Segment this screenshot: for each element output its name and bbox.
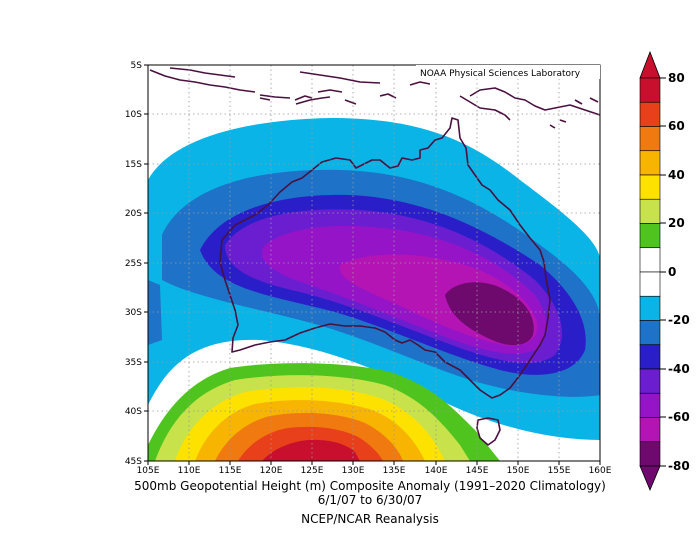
indonesia-islands <box>149 67 431 105</box>
colorbar: 80 60 40 20 0 -20 -40 -60 -80 <box>639 50 690 492</box>
colorbar-tick: -40 <box>668 362 690 376</box>
lon-label: 160E <box>589 466 612 476</box>
contour-neg20b <box>148 280 162 345</box>
colorbar-segment <box>639 77 661 103</box>
colorbar-segment <box>639 392 661 418</box>
lon-label: 105E <box>137 466 160 476</box>
colorbar-segment <box>639 198 661 224</box>
lon-label: 155E <box>548 466 571 476</box>
colorbar-segment <box>639 126 661 152</box>
colorbar-segment <box>639 344 661 370</box>
lat-label: 45S <box>125 457 142 467</box>
colorbar-tick: -60 <box>668 410 690 424</box>
colorbar-segment <box>639 174 661 200</box>
solomon-islands <box>549 97 599 129</box>
colorbar-tick: 80 <box>668 71 685 85</box>
caption-line-2: 6/1/07 to 6/30/07 <box>317 493 423 507</box>
timor-coastline <box>259 96 331 105</box>
lon-label: 130E <box>342 466 365 476</box>
caption-line-3: NCEP/NCAR Reanalysis <box>301 512 439 526</box>
contour-neg70 <box>445 282 534 346</box>
lat-label: 40S <box>125 407 142 417</box>
caption-line-1: 500mb Geopotential Height (m) Composite … <box>134 479 606 493</box>
lon-axis: 105E 110E 115E 120E 125E 130E 135E 140E … <box>137 461 612 476</box>
lon-label: 115E <box>219 466 242 476</box>
credit-box <box>416 65 600 79</box>
tasmania-coastline <box>476 417 501 446</box>
colorbar-tick: -80 <box>668 459 690 473</box>
colorbar-segment <box>639 295 661 321</box>
lat-label: 30S <box>125 308 142 318</box>
colorbar-tick: 40 <box>668 168 685 182</box>
colorbar-segment <box>639 101 661 127</box>
colorbar-bottom-arrow <box>639 465 661 492</box>
contour-pos70 <box>262 439 360 461</box>
colorbar-tick: 0 <box>668 265 676 279</box>
lat-axis: 5S 10S 15S 20S 25S 30S 35S 40S 45S <box>125 61 148 467</box>
gridlines <box>148 65 600 461</box>
colorbar-segment <box>639 247 661 273</box>
new-guinea-south-coast <box>459 95 511 121</box>
lat-label: 10S <box>125 110 142 120</box>
lon-label: 125E <box>301 466 324 476</box>
anomaly-contours <box>148 65 600 461</box>
colorbar-segment <box>639 417 661 443</box>
colorbar-segment <box>639 441 661 467</box>
australia-coastline <box>219 117 551 399</box>
colorbar-tick: 20 <box>668 216 685 230</box>
lon-label: 150E <box>507 466 530 476</box>
lat-label: 20S <box>125 209 142 219</box>
lat-label: 15S <box>125 160 142 170</box>
lon-label: 110E <box>178 466 201 476</box>
lat-label: 25S <box>125 259 142 269</box>
credit-text: NOAA Physical Sciences Laboratory <box>420 69 581 79</box>
colorbar-segment <box>639 320 661 346</box>
colorbar-segment <box>639 368 661 394</box>
lat-label: 35S <box>125 358 142 368</box>
lon-label: 135E <box>383 466 406 476</box>
lon-label: 120E <box>260 466 283 476</box>
lat-label: 5S <box>131 61 143 71</box>
lon-label: 140E <box>425 466 448 476</box>
colorbar-segment <box>639 223 661 249</box>
colorbar-top-arrow <box>639 50 661 79</box>
colorbar-tick: 60 <box>668 119 685 133</box>
new-guinea-coastline <box>469 87 600 116</box>
colorbar-tick: -20 <box>668 313 690 327</box>
colorbar-segment <box>639 150 661 176</box>
colorbar-segments <box>639 77 661 467</box>
coastlines <box>149 67 600 446</box>
lon-label: 145E <box>466 466 489 476</box>
colorbar-segment <box>639 271 661 297</box>
